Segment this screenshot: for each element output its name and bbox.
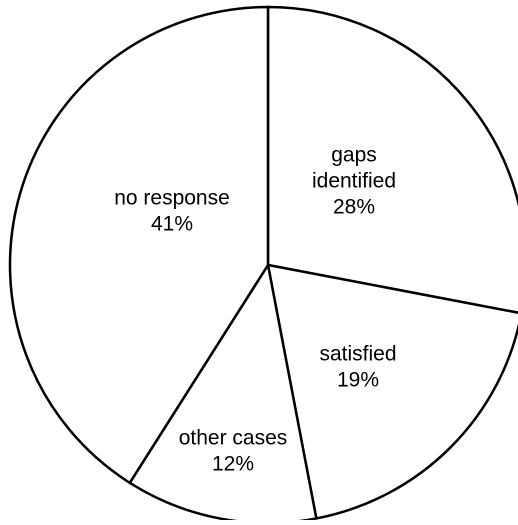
slice-label-group-gaps-identified: gaps identified 28% bbox=[312, 144, 396, 219]
slice-category-label: satisfied bbox=[319, 343, 396, 366]
slice-label-group-satisfied: satisfied 19% bbox=[319, 343, 396, 392]
slice-value-label: 12% bbox=[212, 453, 254, 476]
slice-label-group-no-response: no response 41% bbox=[114, 187, 230, 236]
slice-value-label: 28% bbox=[333, 196, 375, 219]
slice-value-label: 41% bbox=[151, 213, 193, 236]
slice-label-group-other-cases: other cases 12% bbox=[179, 427, 288, 476]
slice-value-label: 19% bbox=[337, 369, 379, 392]
slice-category-label: other cases bbox=[179, 427, 288, 450]
pie-slice-no-response bbox=[8, 5, 270, 485]
pie-slice-satisfied bbox=[266, 263, 518, 520]
pie-slice-gaps-identified bbox=[266, 5, 518, 314]
slice-category-label: no response bbox=[114, 187, 230, 210]
slice-category-label: gaps bbox=[331, 144, 377, 167]
slice-category-label: identified bbox=[312, 170, 396, 193]
